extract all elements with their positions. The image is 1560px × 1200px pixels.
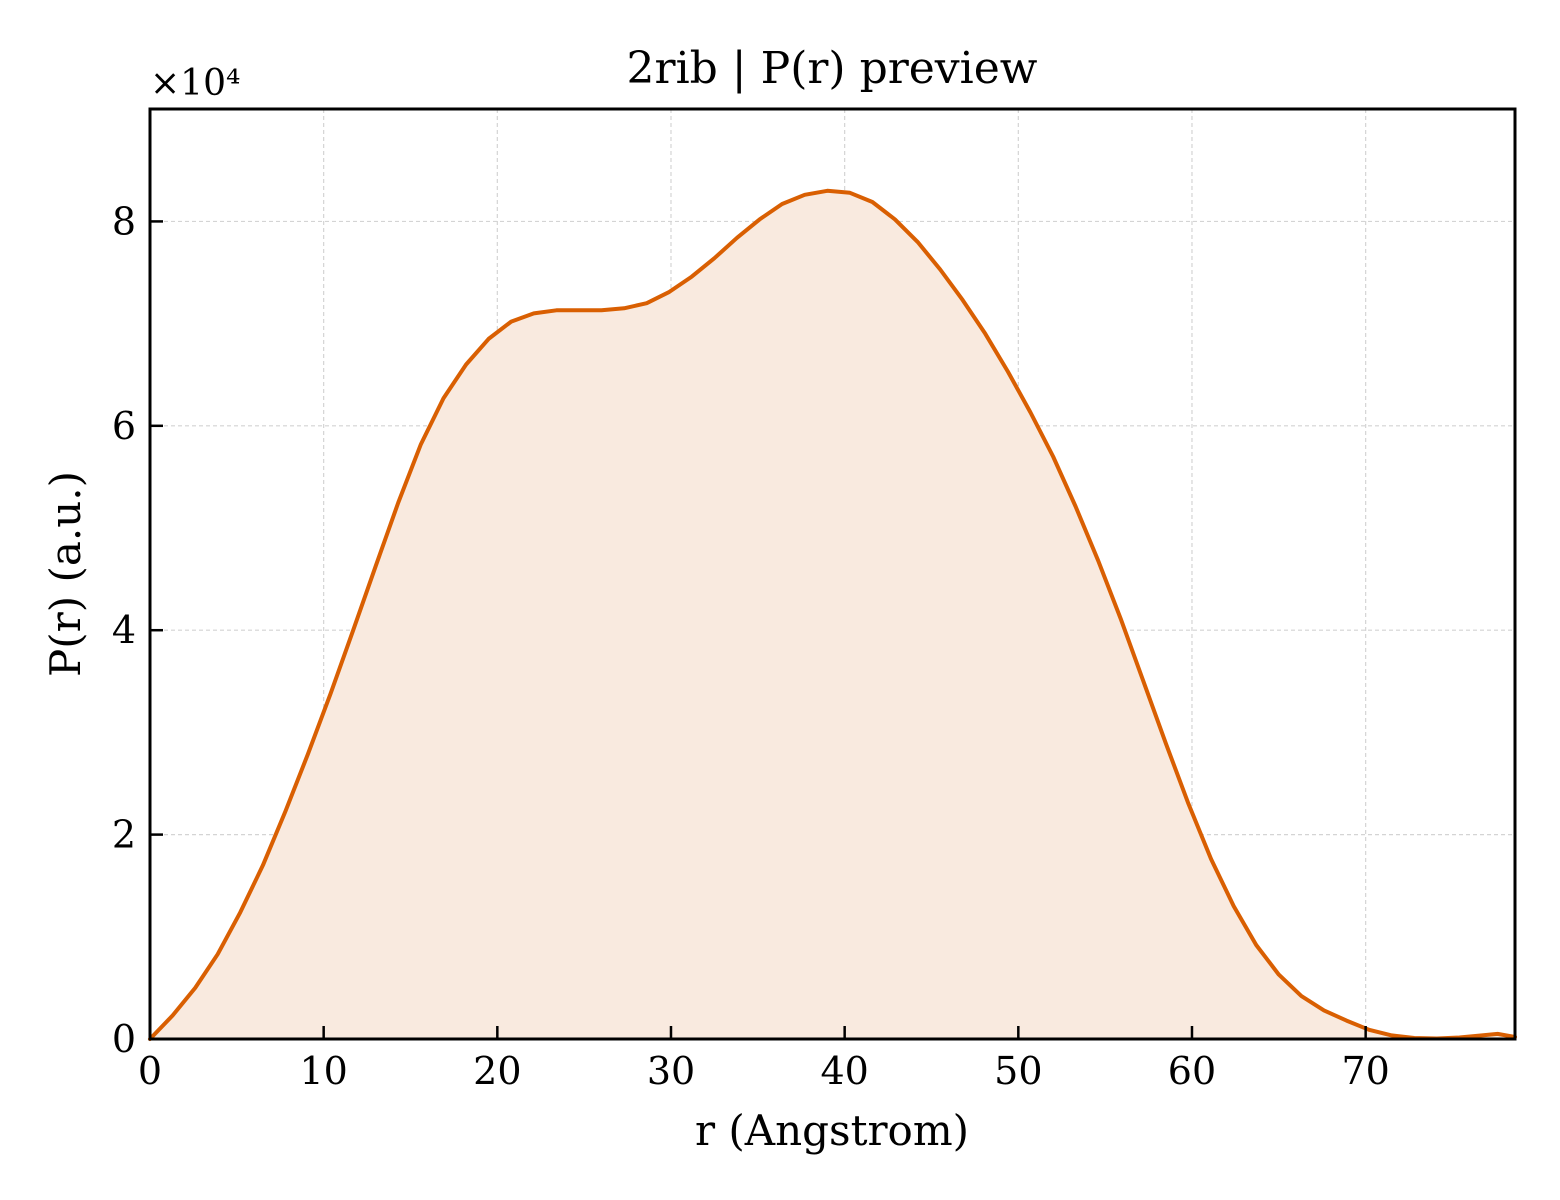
x-tick-label: 30	[647, 1049, 695, 1093]
y-tick-label: 2	[112, 813, 136, 857]
x-tick-label: 0	[138, 1049, 162, 1093]
x-tick-label: 70	[1341, 1049, 1389, 1093]
y-multiplier-label: ×10⁴	[150, 63, 240, 104]
y-tick-label: 4	[112, 608, 136, 652]
axis-ticks: 0 10 20 30 40 50 60 70 0 2 4 6 8	[112, 199, 1390, 1093]
y-tick-label: 6	[112, 404, 136, 448]
y-tick-label: 0	[112, 1017, 136, 1061]
series-area-fill	[150, 190, 1515, 1040]
x-tick-label: 20	[473, 1049, 521, 1093]
series-line	[148, 188, 1517, 1041]
chart-title: 2rib | P(r) preview	[627, 43, 1038, 94]
y-tick-label: 8	[112, 199, 136, 243]
x-axis-label: r (Angstrom)	[695, 1106, 969, 1155]
x-tick-label: 10	[299, 1049, 347, 1093]
x-tick-label: 60	[1168, 1049, 1216, 1093]
x-tick-label: 40	[820, 1049, 868, 1093]
plot-frame	[148, 107, 1517, 1041]
x-tick-label: 50	[994, 1049, 1042, 1093]
y-axis-label: P(r) (a.u.)	[41, 471, 90, 677]
